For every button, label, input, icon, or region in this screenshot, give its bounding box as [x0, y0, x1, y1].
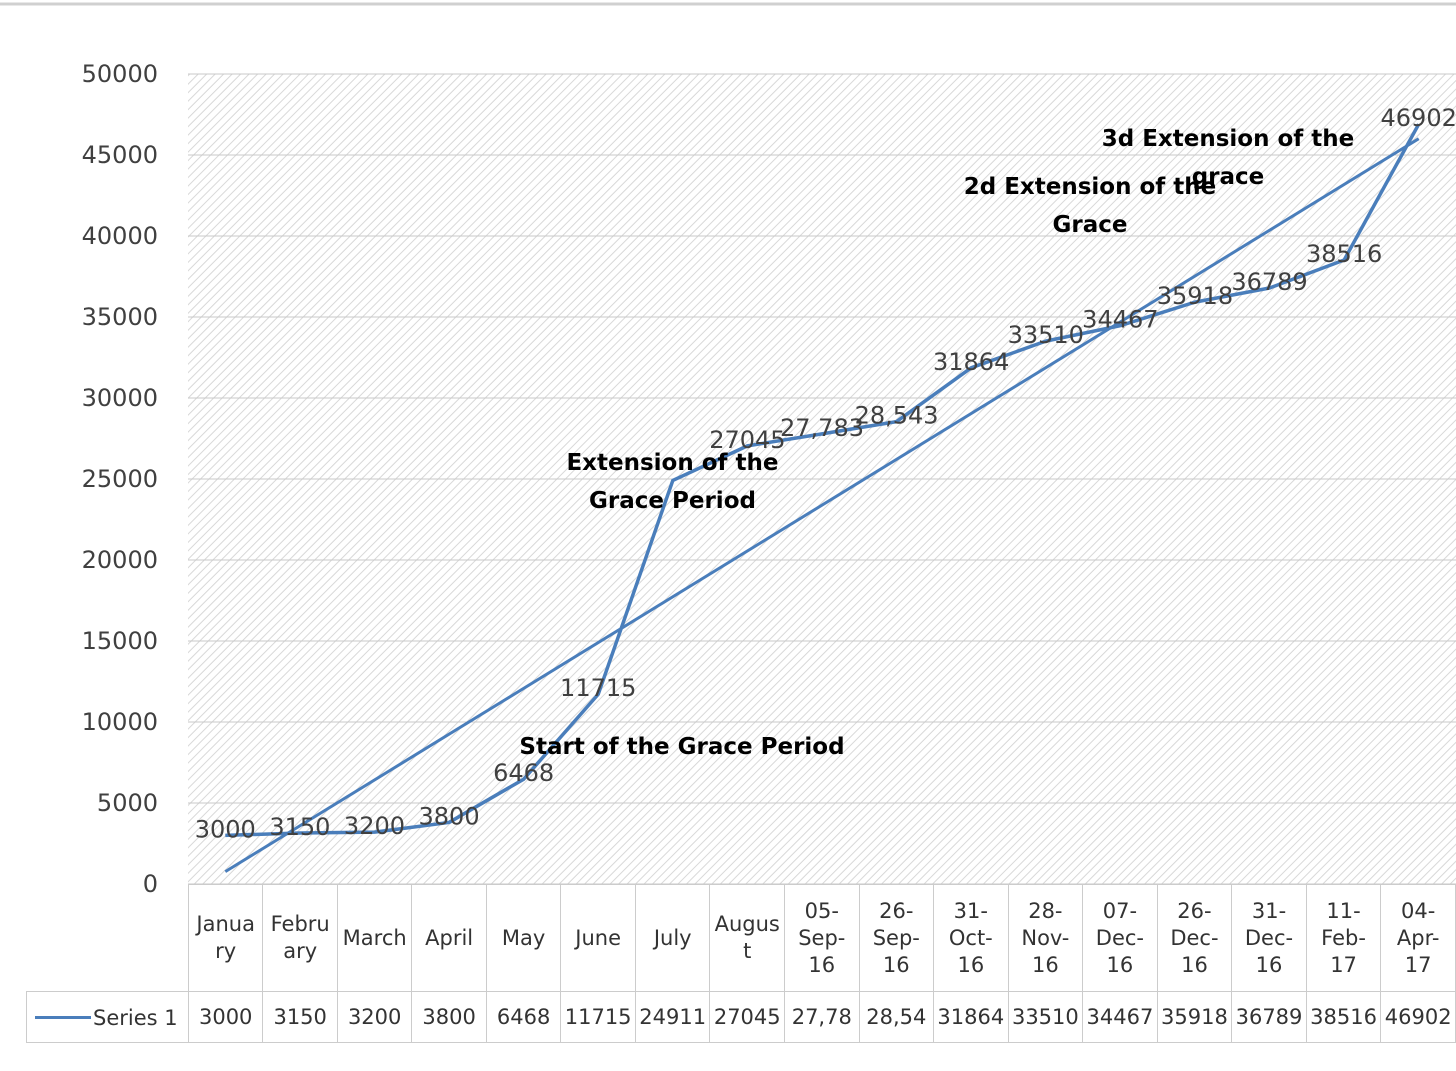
- data-label: 3150: [269, 813, 330, 841]
- data-table: January February March April May June July Augu…: [26, 884, 1456, 1043]
- data-label: 27,783: [780, 414, 864, 442]
- annotation: Start of the Grace Period: [519, 734, 845, 760]
- table-value: 36789: [1231, 991, 1307, 1043]
- table-value: 3150: [262, 991, 338, 1043]
- table-value: 35918: [1156, 991, 1233, 1043]
- data-label: 33510: [1008, 321, 1084, 349]
- table-value: 24911: [634, 991, 711, 1043]
- table-value: 27045: [709, 991, 786, 1043]
- data-label: 46902: [1381, 104, 1456, 132]
- table-value: 34467: [1082, 991, 1158, 1043]
- x-tick-label: 11-Feb-17: [1305, 884, 1382, 992]
- table-value: 27,78: [784, 991, 860, 1043]
- x-tick-label: 28-Nov-16: [1007, 884, 1084, 992]
- y-tick-label: 45000: [82, 141, 158, 169]
- data-label: 38516: [1306, 240, 1382, 268]
- x-tick-label: June: [560, 884, 636, 992]
- table-value: 28,54: [858, 991, 935, 1043]
- series-row: Series 1 3000 3150 3200 3800 6468 11715 24911 27…: [26, 991, 1456, 1043]
- y-tick-label: 35000: [82, 303, 158, 331]
- table-value: 3200: [336, 991, 413, 1043]
- y-tick-label: 40000: [82, 222, 158, 250]
- y-tick-label: 15000: [82, 627, 158, 655]
- data-label: 36789: [1231, 268, 1307, 296]
- x-tick-label: August: [709, 884, 786, 992]
- table-value: 46902: [1380, 991, 1456, 1043]
- table-value: 38516: [1305, 991, 1382, 1043]
- data-label: 35918: [1157, 282, 1233, 310]
- x-tick-label: 26-Dec-16: [1156, 884, 1233, 992]
- annotation: Extension of the Grace Period: [566, 450, 779, 514]
- annotation: 3d Extension of the grace: [1101, 126, 1355, 190]
- x-tick-label: 07-Dec-16: [1082, 884, 1158, 992]
- y-tick-label: 30000: [82, 384, 158, 412]
- data-label: 6468: [493, 759, 554, 787]
- legend-cell: Series 1: [26, 991, 189, 1043]
- x-tick-label: May: [485, 884, 562, 992]
- y-tick-label: 10000: [82, 708, 158, 736]
- y-tick-label: 5000: [97, 789, 158, 817]
- corner-cell: [26, 884, 189, 992]
- data-label: 27045: [709, 426, 785, 454]
- trendline: [224, 137, 1420, 873]
- x-tick-label: January: [187, 884, 264, 992]
- legend-label: Series 1: [93, 1005, 178, 1030]
- x-tick-label: July: [634, 884, 711, 992]
- table-value: 3800: [411, 991, 487, 1043]
- y-tick-label: 25000: [82, 465, 158, 493]
- x-tick-label: 31-Dec-16: [1231, 884, 1307, 992]
- y-tick-label: 50000: [82, 60, 158, 88]
- category-row: January February March April May June July Augu…: [26, 884, 1456, 992]
- data-label: 34467: [1082, 306, 1158, 334]
- x-tick-label: 04-Apr-17: [1380, 884, 1456, 992]
- x-tick-label: April: [411, 884, 487, 992]
- table-value: 31864: [933, 991, 1009, 1043]
- x-tick-label: March: [336, 884, 413, 992]
- data-label: 3200: [344, 812, 405, 840]
- x-tick-label: February: [262, 884, 338, 992]
- series-line: [225, 123, 1421, 838]
- legend-swatch: [35, 1016, 91, 1019]
- table-value: 11715: [560, 991, 636, 1043]
- x-tick-label: 26-Sep-16: [858, 884, 935, 992]
- data-label: 31864: [933, 348, 1009, 376]
- x-tick-label: 05-Sep-16: [784, 884, 860, 992]
- table-value: 3000: [187, 991, 264, 1043]
- annotation: 2d Extension of the Grace: [963, 174, 1217, 238]
- data-label: 28,543: [855, 402, 939, 430]
- data-label: 3800: [419, 802, 480, 830]
- table-value: 6468: [485, 991, 562, 1043]
- data-label: 11715: [560, 674, 636, 702]
- data-label: 3000: [195, 815, 256, 843]
- table-value: 33510: [1007, 991, 1084, 1043]
- y-tick-label: 20000: [82, 546, 158, 574]
- x-tick-label: 31-Oct-16: [933, 884, 1009, 992]
